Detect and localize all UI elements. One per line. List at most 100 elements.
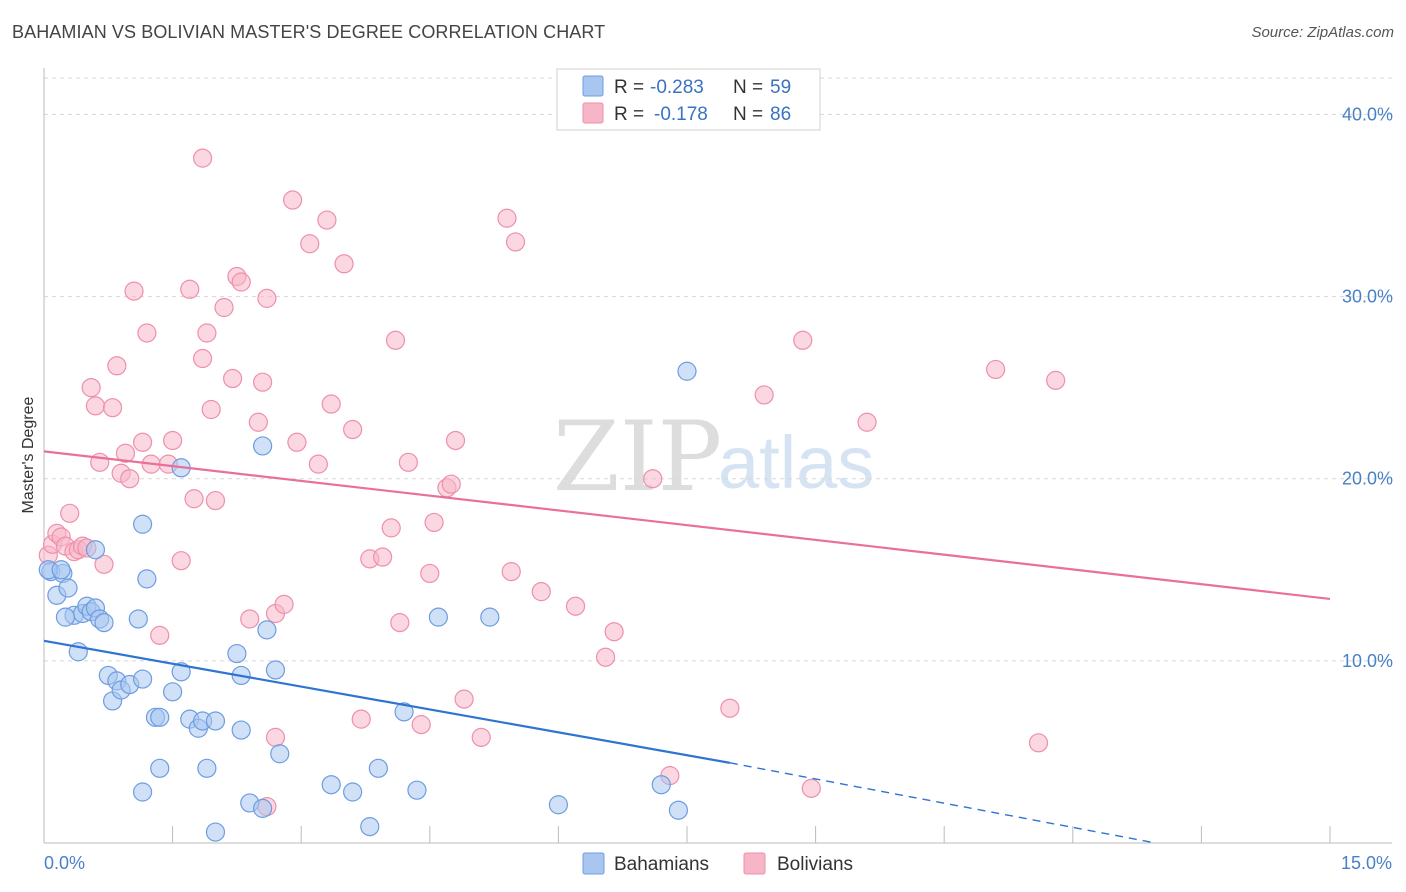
bahamian-point xyxy=(407,780,427,800)
bolivian-point xyxy=(1046,370,1066,390)
y-tick-label: 10.0% xyxy=(1342,651,1393,671)
x-tick-marks xyxy=(172,826,1331,843)
y-tick-label: 40.0% xyxy=(1342,104,1393,124)
bahamian-point xyxy=(55,607,76,627)
bolivian-point xyxy=(205,490,226,511)
bahamian-point xyxy=(150,707,170,727)
bahamian-point xyxy=(171,662,191,682)
bolivian-point xyxy=(240,609,260,629)
bolivian-point xyxy=(321,394,341,414)
bolivian-point xyxy=(531,582,551,602)
legend-n-value-1: 86 xyxy=(770,104,791,125)
bolivian-point xyxy=(801,778,821,798)
bolivian-point xyxy=(385,330,406,350)
bolivian-point xyxy=(720,698,740,718)
bahamian-point xyxy=(677,361,697,381)
bolivian-point xyxy=(505,232,526,252)
bahamian-point xyxy=(197,758,217,778)
bolivian-point xyxy=(115,443,136,463)
legend-n-label-1: N = xyxy=(733,104,763,125)
bahamian-point xyxy=(253,798,273,818)
bolivian-point xyxy=(257,288,277,308)
bolivians-points xyxy=(38,148,1066,817)
grid-lines xyxy=(44,77,1392,662)
bolivian-point xyxy=(193,148,213,168)
bolivian-point xyxy=(381,518,401,538)
bolivian-point xyxy=(193,348,213,369)
bahamian-point xyxy=(253,436,273,456)
bahamian-point xyxy=(163,682,183,702)
bolivian-point xyxy=(986,359,1006,380)
bahamian-point xyxy=(651,775,671,795)
bahamian-point xyxy=(231,720,251,740)
bolivian-point xyxy=(373,547,393,567)
bolivian-point xyxy=(132,432,153,452)
bolivian-point xyxy=(398,452,418,472)
bolivian-point xyxy=(595,647,616,667)
bolivians-legend-label: Bolivians xyxy=(777,854,853,875)
bolivian-point xyxy=(283,190,303,210)
bahamian-point xyxy=(394,702,414,722)
bolivian-point xyxy=(214,297,234,318)
bolivian-point xyxy=(248,412,268,432)
bahamian-point xyxy=(257,620,277,640)
legend-r-label-1: R = xyxy=(614,104,644,125)
bahamians-swatch xyxy=(582,75,604,97)
x-tick-label-min: 0.0% xyxy=(44,853,85,873)
stats-legend: R = -0.283 N = 59 R = -0.178 N = 86 xyxy=(556,68,821,131)
bolivian-point xyxy=(317,210,337,230)
watermark-zip: ZIP xyxy=(553,401,722,513)
bolivian-point xyxy=(287,432,307,452)
bolivian-point xyxy=(793,330,813,350)
bolivian-point xyxy=(201,399,221,420)
bolivian-point xyxy=(60,503,80,523)
bolivian-point xyxy=(94,554,114,574)
legend-r-value-0: -0.283 xyxy=(650,77,704,98)
bahamian-point xyxy=(265,660,286,680)
legend-n-label-0: N = xyxy=(733,77,763,98)
bolivian-point xyxy=(454,689,474,709)
bolivian-point xyxy=(604,622,624,642)
watermark-atlas: atlas xyxy=(718,421,874,504)
bahamian-point xyxy=(137,569,157,589)
bahamian-point xyxy=(205,711,226,731)
trend-lines xyxy=(43,450,1331,844)
bolivian-point xyxy=(137,323,157,343)
bolivian-point xyxy=(501,562,521,582)
bahamians-legend-label: Bahamians xyxy=(614,854,709,875)
bolivian-point xyxy=(343,419,363,440)
bolivian-point xyxy=(420,563,440,584)
bolivian-point xyxy=(334,254,354,274)
bolivian-point xyxy=(300,234,320,254)
bolivian-point xyxy=(150,625,170,645)
bahamians-points xyxy=(38,361,697,842)
bolivian-point xyxy=(424,512,444,533)
bahamian-point xyxy=(321,775,341,795)
bolivian-point xyxy=(441,474,461,494)
bolivian-point xyxy=(1028,733,1049,753)
bolivian-point xyxy=(411,715,431,735)
bolivians-trend-line xyxy=(43,450,1331,601)
bolivian-point xyxy=(351,709,371,729)
bahamian-point xyxy=(368,758,388,778)
bolivian-point xyxy=(163,430,183,451)
bolivian-point xyxy=(643,469,663,489)
bahamian-point xyxy=(360,817,380,837)
bahamian-point xyxy=(132,782,153,802)
bolivian-point xyxy=(308,454,328,474)
bahamians-trend-extension xyxy=(729,762,1156,844)
bahamians-legend-swatch xyxy=(582,852,605,875)
bahamian-point xyxy=(270,744,290,764)
bahamian-point xyxy=(51,560,71,580)
bolivian-point xyxy=(124,281,144,301)
bahamian-point xyxy=(94,613,114,633)
chart-title: BAHAMIAN VS BOLIVIAN MASTER'S DEGREE COR… xyxy=(12,22,606,42)
bolivians-swatch xyxy=(582,102,604,124)
source-label: Source: ZipAtlas.com xyxy=(1251,24,1394,41)
bahamian-point xyxy=(480,607,500,627)
bolivian-point xyxy=(857,412,877,432)
bahamian-point xyxy=(428,607,448,627)
bahamian-point xyxy=(128,609,148,629)
bolivian-point xyxy=(754,385,774,405)
